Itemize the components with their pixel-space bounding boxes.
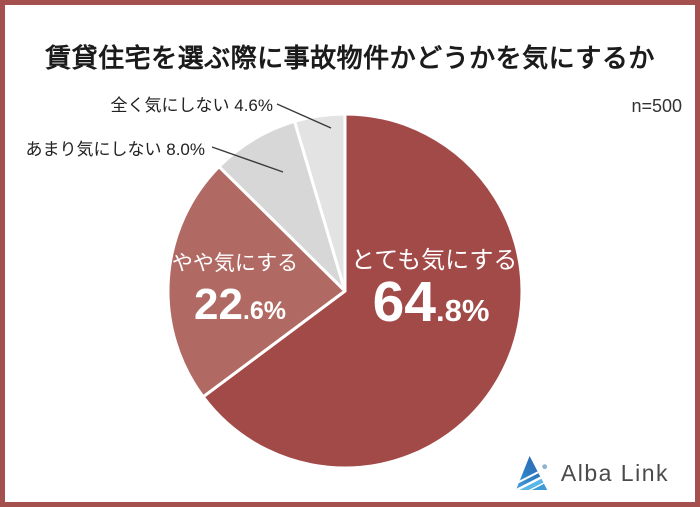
pie-slices <box>166 112 524 470</box>
slice-value-totemo: 64.8% <box>351 274 511 331</box>
alba-link-logo: Alba Link <box>515 454 669 492</box>
slice-label-totemo: とても気にする <box>351 247 518 274</box>
logo-text: Alba Link <box>560 459 669 486</box>
chart-title: 賃貸住宅を選ぶ際に事故物件かどうかを気にするか <box>45 43 655 73</box>
slice-value-totemo-int: 64 <box>372 270 436 334</box>
slice-value-yaya-int: 22 <box>193 280 243 329</box>
pie-slice-1 <box>201 112 524 470</box>
pie-slice-4 <box>293 112 347 293</box>
leader-lines <box>211 103 332 173</box>
slice-label-mattaku: 全く気にしない 4.6% <box>110 96 273 115</box>
pie-slice-2 <box>166 165 347 399</box>
slice-value-yaya: 22.6% <box>160 283 320 327</box>
leader-line-mattaku <box>276 103 332 129</box>
slice-label-yaya: やや気にする <box>171 252 299 275</box>
slice-value-totemo-dec: .8% <box>435 293 490 328</box>
logo-dot <box>542 464 548 470</box>
logo-triangle-icon <box>515 455 548 491</box>
slice-label-amari: あまり気にしない 8.0% <box>25 140 205 159</box>
sample-size-label: n=500 <box>631 96 682 116</box>
leader-line-amari <box>211 146 284 173</box>
slice-value-yaya-dec: .6% <box>242 297 287 325</box>
pie-slice-3 <box>217 119 347 293</box>
